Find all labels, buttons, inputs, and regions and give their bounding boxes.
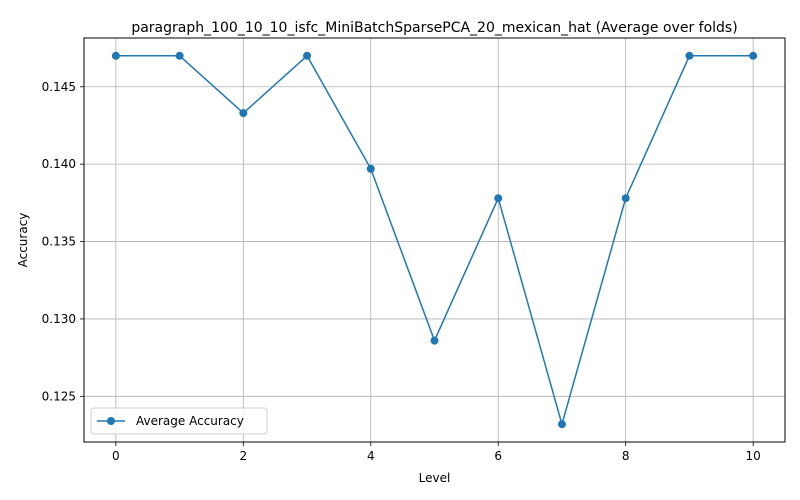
grid-lines: [84, 38, 785, 442]
y-axis-ticks: 0.125 0.130 0.135 0.140 0.145: [42, 80, 84, 403]
y-tick-label: 0.125: [42, 389, 76, 403]
plot-background: [84, 38, 785, 442]
x-tick-label: 6: [494, 449, 502, 463]
data-point: [557, 420, 566, 429]
y-tick-label: 0.130: [42, 312, 76, 326]
data-point: [749, 51, 758, 60]
data-point: [621, 194, 630, 203]
x-tick-label: 8: [622, 449, 630, 463]
y-tick-label: 0.140: [42, 157, 76, 171]
legend-box: [90, 407, 268, 435]
data-point: [303, 51, 312, 60]
series-layer: [111, 51, 758, 429]
y-tick-label: 0.145: [42, 80, 76, 94]
data-point: [430, 336, 439, 345]
data-point: [494, 194, 503, 203]
data-point: [175, 51, 184, 60]
plot-frame: [83, 37, 786, 443]
x-axis-ticks: 0 2 4 6 8 10: [112, 442, 761, 463]
x-tick-label: 2: [239, 449, 247, 463]
chart-title: paragraph_100_10_10_isfc_MiniBatchSparse…: [131, 20, 737, 36]
data-point: [111, 51, 120, 60]
data-point: [239, 109, 248, 118]
x-tick-label: 10: [745, 449, 760, 463]
legend: Average Accuracy: [90, 407, 268, 435]
x-tick-label: 4: [367, 449, 375, 463]
x-axis-label: Level: [419, 471, 451, 485]
y-axis-label: Accuracy: [16, 213, 30, 268]
legend-label: Average Accuracy: [136, 414, 244, 428]
x-tick-label: 0: [112, 449, 120, 463]
y-tick-label: 0.135: [42, 235, 76, 249]
legend-marker-swatch: [107, 417, 115, 425]
data-point: [685, 51, 694, 60]
data-point: [366, 164, 375, 173]
